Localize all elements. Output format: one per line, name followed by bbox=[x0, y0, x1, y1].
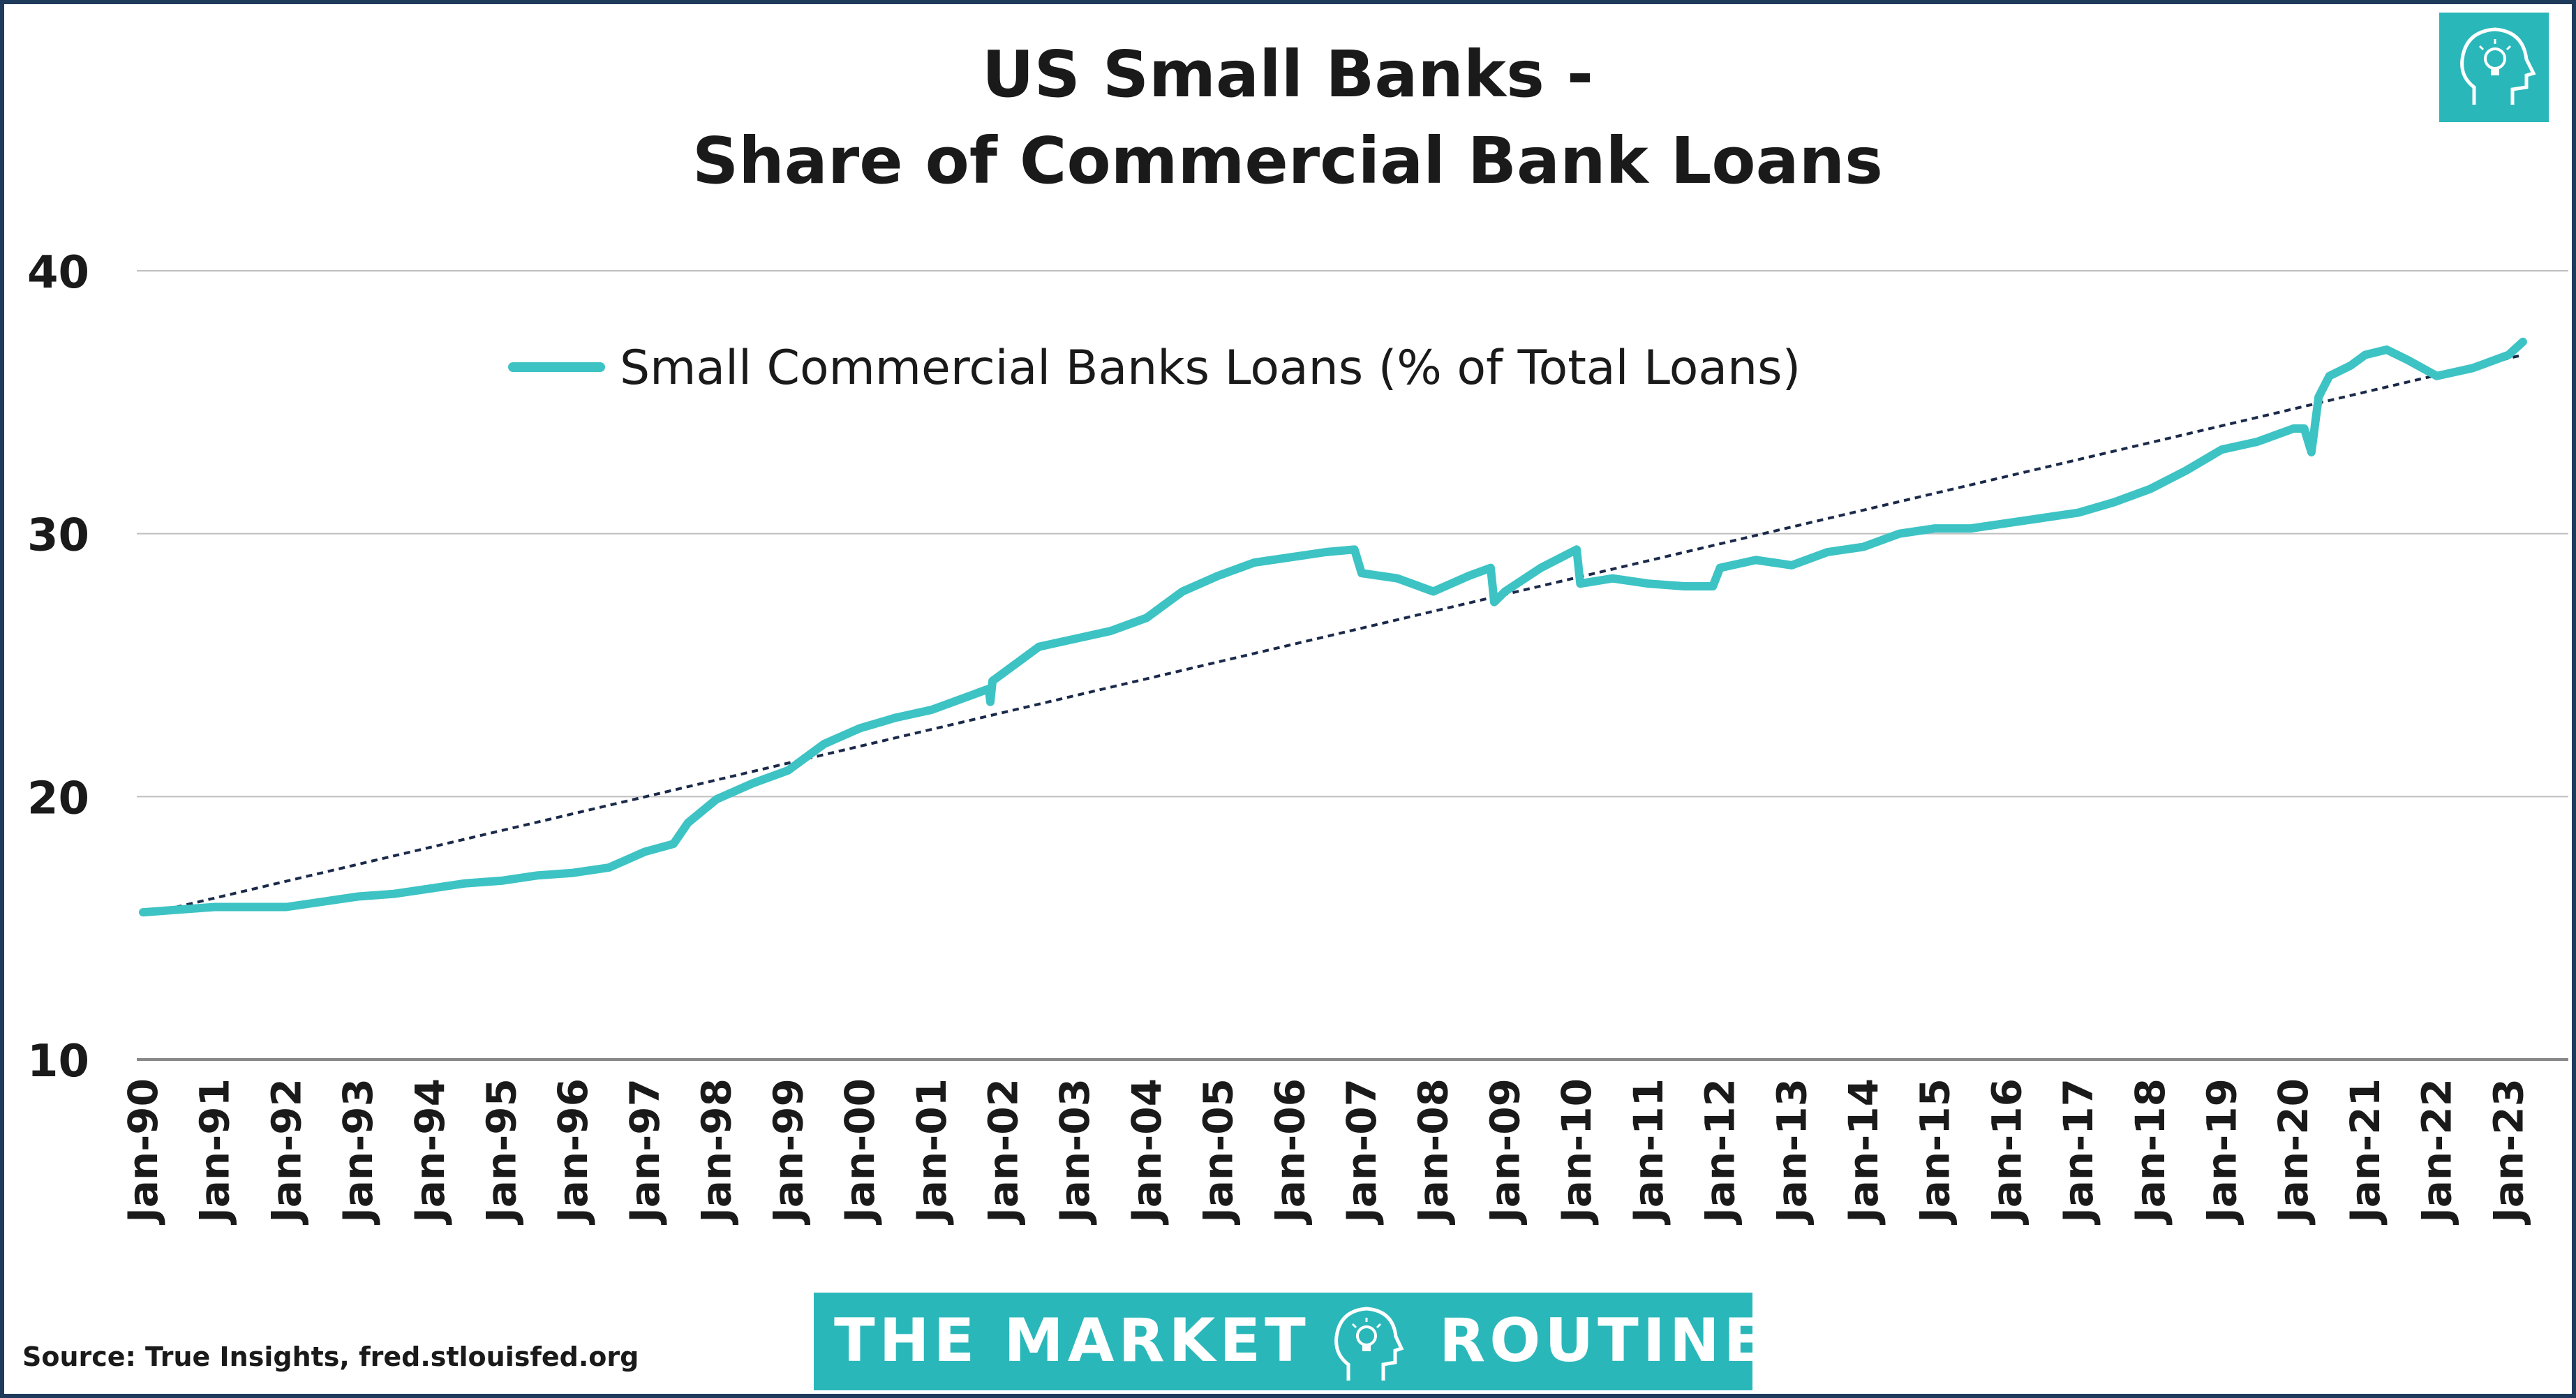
y-tick-label: 10 bbox=[27, 1036, 89, 1087]
x-tick-label: Jan-93 bbox=[334, 1078, 382, 1226]
x-tick-label: Jan-16 bbox=[1983, 1078, 2030, 1226]
x-tick-label: Jan-91 bbox=[191, 1078, 239, 1226]
x-tick-label: Jan-05 bbox=[1195, 1078, 1242, 1226]
x-tick-label: Jan-92 bbox=[262, 1078, 310, 1226]
source-note: Source: True Insights, fred.stlouisfed.o… bbox=[22, 1341, 639, 1372]
y-tick-label: 40 bbox=[27, 247, 89, 299]
trendline bbox=[142, 353, 2524, 916]
chart-title: US Small Banks - bbox=[982, 37, 1593, 112]
y-tick-label: 20 bbox=[27, 773, 89, 824]
x-tick-label: Jan-19 bbox=[2198, 1078, 2246, 1226]
brand-left-text: THE MARKET bbox=[834, 1306, 1310, 1376]
x-tick-label: Jan-03 bbox=[1051, 1078, 1099, 1226]
chart-subtitle: Share of Commercial Bank Loans bbox=[692, 124, 1883, 198]
x-tick-label: Jan-96 bbox=[549, 1078, 597, 1226]
plot-area bbox=[139, 337, 2527, 917]
x-tick-label: Jan-90 bbox=[119, 1078, 167, 1226]
x-tick-label: Jan-12 bbox=[1697, 1078, 1744, 1226]
x-tick-label: Jan-04 bbox=[1123, 1078, 1170, 1226]
x-tick-label: Jan-22 bbox=[2413, 1078, 2461, 1226]
y-tick-label: 30 bbox=[27, 510, 89, 562]
gridlines bbox=[137, 270, 2568, 1061]
brand-banner: THE MARKET ROUTINE bbox=[814, 1293, 1769, 1390]
x-tick-label: Jan-23 bbox=[2485, 1078, 2532, 1226]
x-tick-label: Jan-07 bbox=[1338, 1078, 1385, 1226]
x-tick-label: Jan-98 bbox=[693, 1078, 740, 1226]
x-tick-label: Jan-95 bbox=[478, 1078, 526, 1226]
x-tick-label: Jan-08 bbox=[1410, 1078, 1457, 1226]
x-tick-label: Jan-13 bbox=[1768, 1078, 1815, 1226]
x-tick-label: Jan-99 bbox=[764, 1078, 812, 1226]
y-axis: 10 20 30 40 bbox=[27, 247, 89, 1087]
brand-right-text: ROUTINE bbox=[1439, 1306, 1769, 1376]
x-tick-label: Jan-15 bbox=[1912, 1078, 1959, 1226]
x-tick-label: Jan-20 bbox=[2270, 1078, 2317, 1226]
x-tick-label: Jan-17 bbox=[2055, 1078, 2102, 1226]
x-tick-label: Jan-01 bbox=[908, 1078, 955, 1226]
x-tick-label: Jan-11 bbox=[1625, 1078, 1672, 1226]
x-tick-label: Jan-14 bbox=[1840, 1078, 1887, 1226]
x-axis: Jan-90 Jan-91 Jan-92 Jan-93 Jan-94 Jan-95 Jan-… bbox=[119, 1078, 2532, 1226]
x-tick-label: Jan-21 bbox=[2342, 1078, 2389, 1226]
brand-logo-icon bbox=[1334, 1307, 1404, 1381]
brand-banner-bg bbox=[814, 1293, 1752, 1390]
x-tick-label: Jan-18 bbox=[2127, 1078, 2174, 1226]
legend: Small Commercial Banks Loans (% of Total… bbox=[508, 341, 1801, 396]
x-tick-label: Jan-02 bbox=[980, 1078, 1027, 1226]
x-tick-label: Jan-09 bbox=[1481, 1078, 1528, 1226]
x-tick-label: Jan-94 bbox=[406, 1078, 454, 1226]
series-line-0 bbox=[139, 337, 2527, 917]
x-tick-label: Jan-10 bbox=[1553, 1078, 1600, 1226]
x-tick-label: Jan-06 bbox=[1266, 1078, 1313, 1226]
legend-label: Small Commercial Banks Loans (% of Total… bbox=[620, 341, 1801, 396]
head-lightbulb-icon bbox=[2439, 13, 2549, 122]
x-tick-label: Jan-97 bbox=[621, 1078, 669, 1226]
x-tick-label: Jan-00 bbox=[836, 1078, 884, 1226]
